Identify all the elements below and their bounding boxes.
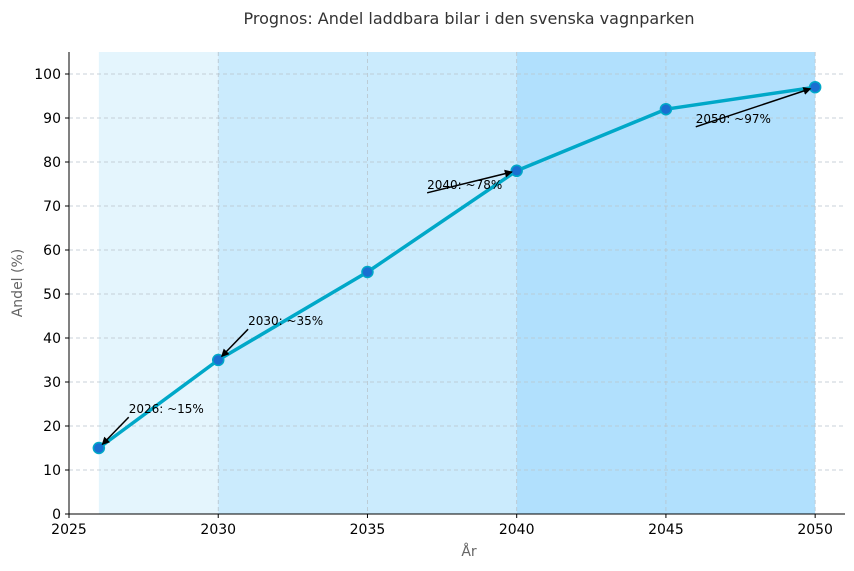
x-tick-label: 2040: [499, 522, 535, 538]
chart-title: Prognos: Andel laddbara bilar i den sven…: [244, 9, 695, 28]
y-tick-label: 30: [43, 375, 61, 391]
axes: [68, 52, 845, 515]
x-tick-label: 2035: [350, 522, 386, 538]
annotation-arrow: [101, 416, 130, 446]
y-tick-label: 70: [43, 199, 61, 215]
annotation-label: 2026: ~15%: [129, 402, 204, 416]
background-band-0: [98, 52, 219, 514]
annotation-label: 2050: ~97%: [696, 112, 771, 126]
y-tick-label: 50: [43, 287, 61, 303]
y-tick-label: 0: [52, 507, 61, 523]
annotation-label: 2030: ~35%: [248, 314, 323, 328]
annotation-arrow: [221, 328, 249, 358]
tick-labels: 2025 2030 2035 2040 2045 20500102030405060708…: [34, 67, 833, 538]
data-point: [92, 441, 106, 455]
x-tick-label: 2045: [648, 522, 684, 538]
x-tick-label: 2050: [797, 522, 833, 538]
grid: [68, 52, 845, 515]
x-tick-label: 2025: [51, 522, 87, 538]
x-axis-label: År: [461, 543, 477, 560]
data-point: [361, 265, 374, 279]
data-point: [808, 80, 822, 94]
x-tick-label: 2030: [200, 522, 236, 538]
y-tick-label: 100: [34, 67, 61, 83]
y-tick-label: 60: [43, 243, 61, 259]
annotation-label: 2040: ~78%: [427, 178, 502, 192]
data-point: [659, 102, 673, 116]
data-point: [510, 164, 523, 178]
data-point: [211, 353, 225, 367]
annotations: 2026: ~15% 2030: ~35% 2040: ~78% 2050: ~97%: [101, 87, 812, 446]
series: [92, 80, 822, 455]
series-line-0: [97, 85, 817, 450]
annotation-arrow: [426, 169, 513, 194]
y-tick-label: 40: [43, 331, 61, 347]
y-tick-label: 20: [43, 419, 61, 435]
y-axis-label: Andel (%): [10, 249, 26, 318]
annotation-arrow: [695, 87, 812, 128]
y-tick-label: 10: [43, 463, 61, 479]
y-tick-label: 80: [43, 155, 61, 171]
y-tick-label: 90: [43, 111, 61, 127]
